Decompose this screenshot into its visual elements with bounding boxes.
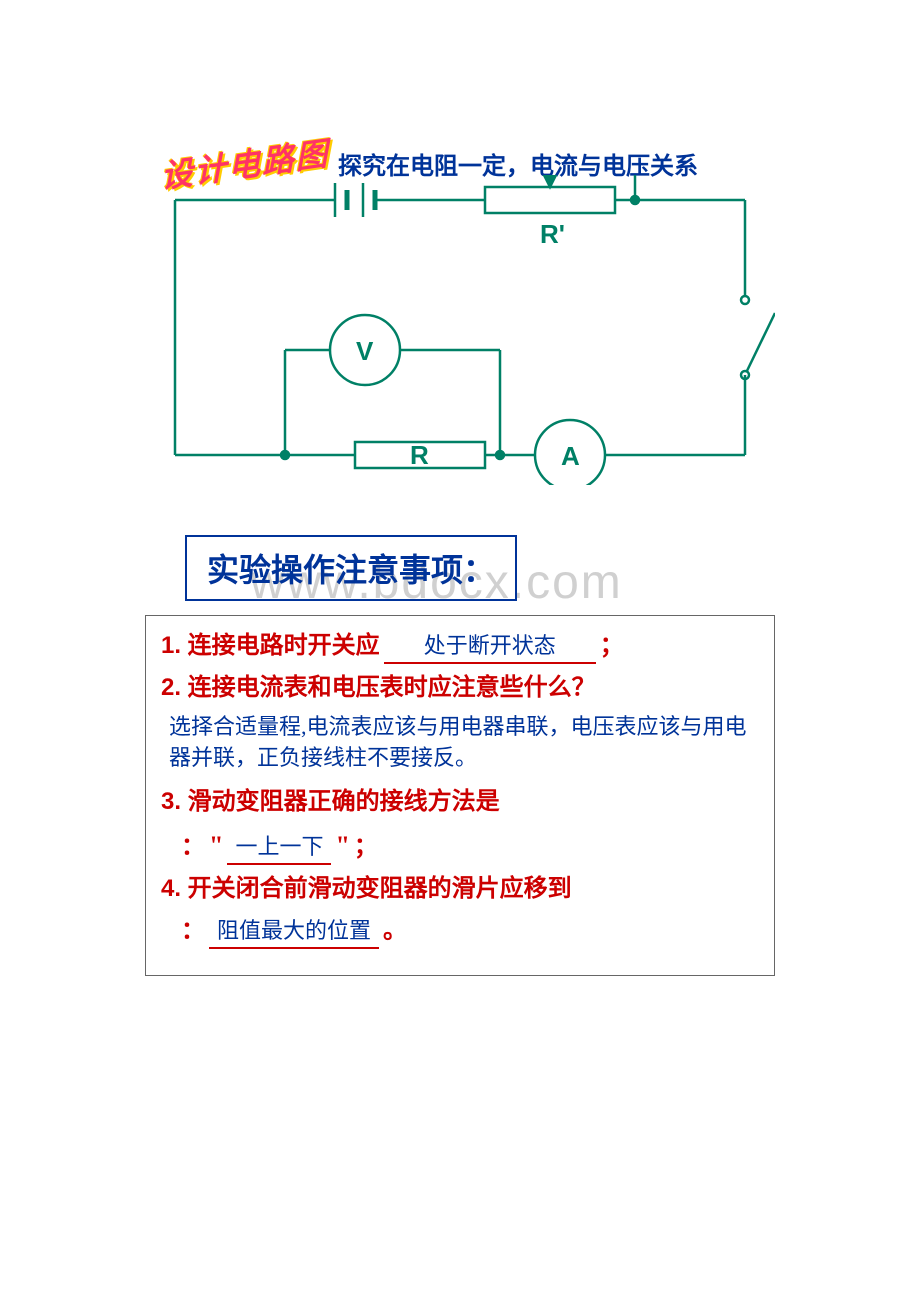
rheostat-label: R' (540, 219, 565, 249)
resistor-label: R (410, 440, 429, 470)
q3-line1: 3. 滑动变阻器正确的接线方法是 (161, 788, 500, 815)
q3-answer: 一上一下 (227, 830, 331, 865)
item-2-q: 2. 连接电流表和电压表时应注意些什么？ (161, 670, 759, 706)
section-title-box: 实验操作注意事项： (185, 535, 517, 601)
q4-suffix: 。 (383, 917, 407, 944)
content-box: 1. 连接电路时开关应 处于断开状态 ； 2. 连接电流表和电压表时应注意些什么… (145, 615, 775, 976)
item-3-line1: 3. 滑动变阻器正确的接线方法是 (161, 784, 759, 820)
q3-suffix: ； (354, 833, 378, 860)
q1-prefix: 1. 连接电路时开关应 (161, 632, 380, 659)
section-title: 实验操作注意事项： (207, 552, 495, 588)
circuit-diagram: R' V R A (145, 175, 775, 485)
close-quote: " (335, 831, 349, 860)
item-1: 1. 连接电路时开关应 处于断开状态 ； (161, 628, 759, 664)
switch-terminal (741, 296, 749, 304)
switch-blade (745, 313, 775, 375)
q1-answer: 处于断开状态 (384, 629, 596, 664)
q4-colon: ： (181, 917, 205, 944)
q1-suffix: ； (600, 632, 624, 659)
slider-arrow (543, 175, 557, 187)
ammeter-label: A (561, 441, 580, 471)
open-quote: " (209, 831, 223, 860)
node-dot (631, 196, 639, 204)
rheostat-box (485, 187, 615, 213)
item-2-a: 选择合适量程,电流表应该与用电器串联，电压表应该与用电器并联，正负接线柱不要接反… (161, 712, 759, 774)
item-4-line2: ： 阻值最大的位置 。 (161, 913, 759, 949)
item-4-line1: 4. 开关闭合前滑动变阻器的滑片应移到 (161, 871, 759, 907)
item-3-line2: ： " 一上一下 " ； (161, 826, 759, 865)
q4-answer: 阻值最大的位置 (209, 914, 379, 949)
voltmeter-label: V (356, 336, 374, 366)
q4-line1: 4. 开关闭合前滑动变阻器的滑片应移到 (161, 875, 572, 902)
q3-colon: ： (181, 833, 205, 860)
q2: 2. 连接电流表和电压表时应注意些什么？ (161, 674, 596, 701)
